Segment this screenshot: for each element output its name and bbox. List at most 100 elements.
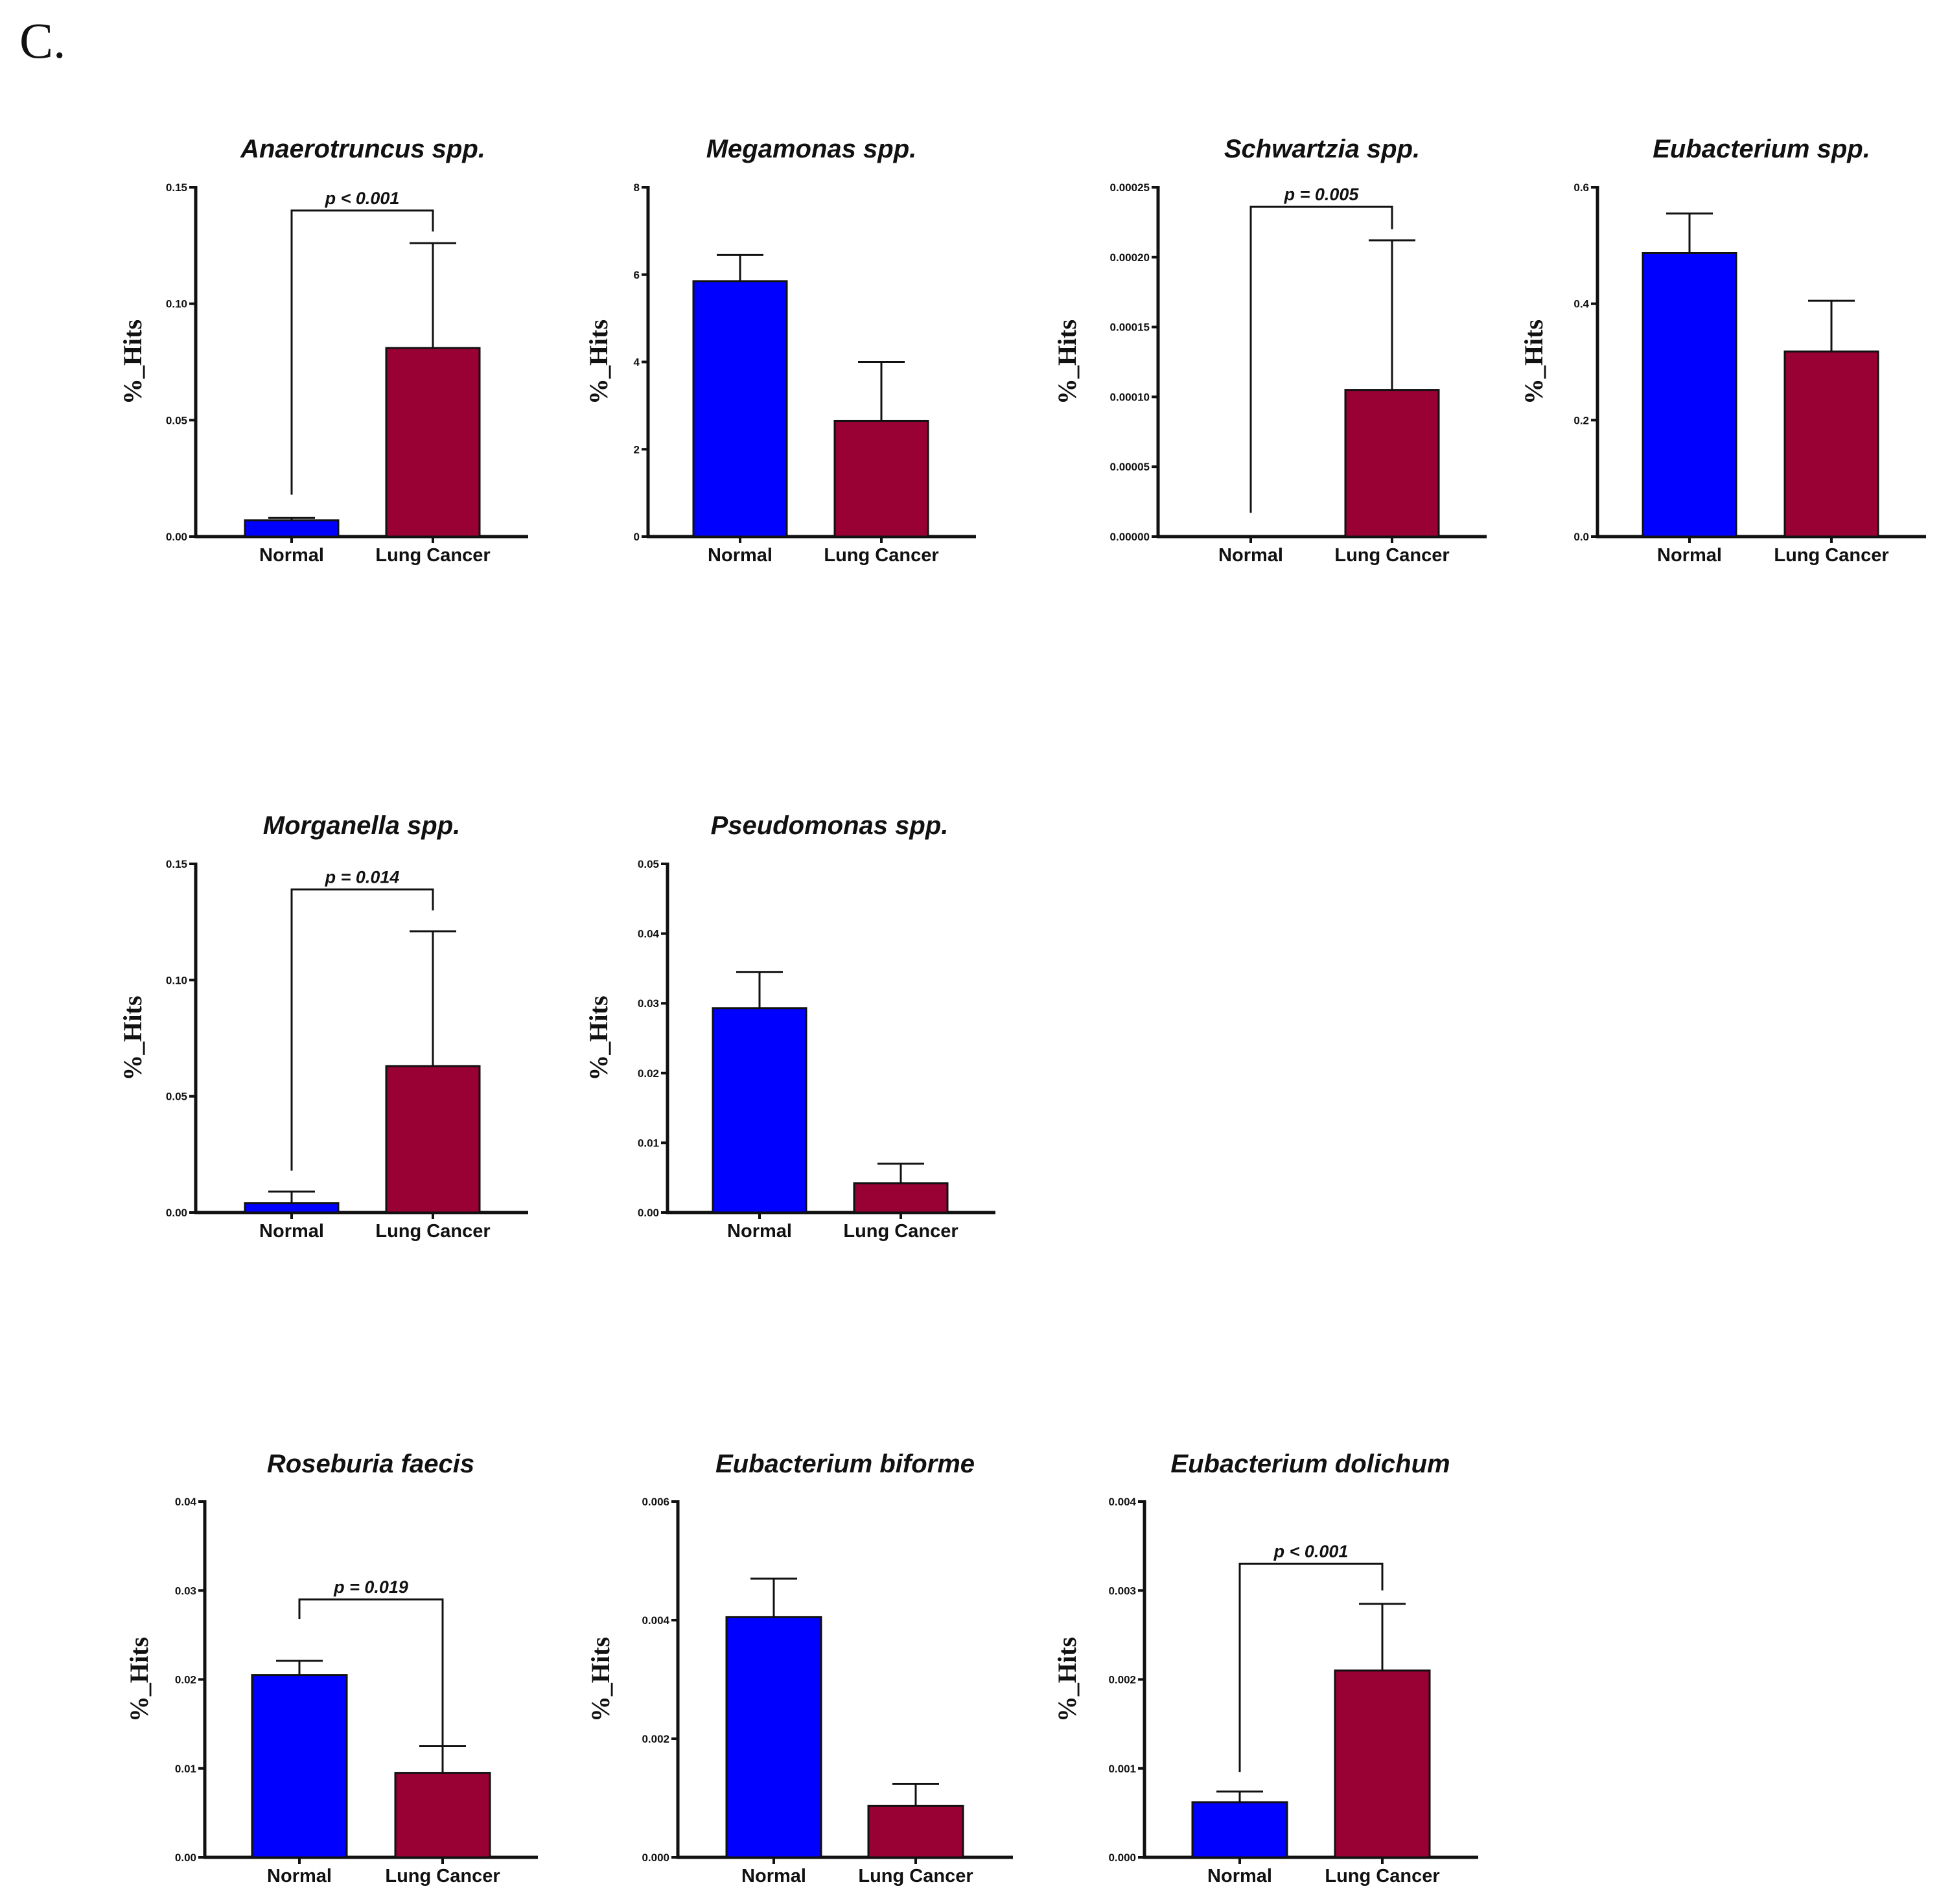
- y-tick-label: 0.003: [1108, 1585, 1136, 1597]
- bar-normal: [244, 1202, 340, 1214]
- y-tick-label: 0.02: [638, 1067, 659, 1080]
- y-axis-label: %_Hits: [1519, 319, 1548, 404]
- y-axis-label: %_Hits: [118, 319, 147, 404]
- y-tick-label: 0.10: [166, 298, 187, 310]
- y-tick-label: 0: [634, 531, 640, 543]
- y-tick-label: 0.001: [1108, 1763, 1136, 1775]
- chart-panel-3: Schwartzia spp. %_Hits 0.00000 0.00005 0.000…: [1052, 135, 1487, 566]
- y-axis-label: %_Hits: [124, 1637, 154, 1722]
- x-category-label: Lung Cancer: [375, 1221, 490, 1242]
- bar-normal: [1642, 252, 1737, 538]
- y-tick-label: 8: [634, 181, 640, 194]
- y-tick-label: 0.4: [1573, 298, 1589, 310]
- y-axis-label: %_Hits: [584, 995, 613, 1080]
- chart-title: Megamonas spp.: [706, 135, 917, 163]
- y-tick-label: 0.03: [175, 1585, 196, 1597]
- chart-title: Eubacterium biforme: [715, 1450, 975, 1478]
- chart-panel-5: Morganella spp. %_Hits 0.00 0.05 0.10 0.15 Nor…: [118, 811, 528, 1242]
- y-tick-label: 0.004: [642, 1614, 669, 1627]
- bar-normal: [244, 519, 340, 538]
- bar-lung-cancer: [833, 419, 929, 538]
- x-category-label: Lung Cancer: [843, 1221, 958, 1242]
- bar-lung-cancer: [867, 1804, 964, 1859]
- y-tick-label: 0.00025: [1110, 181, 1150, 194]
- x-category-label: Lung Cancer: [824, 545, 938, 566]
- significance-label: p = 0.019: [333, 1577, 408, 1597]
- bar-normal: [251, 1674, 348, 1859]
- x-category-label: Lung Cancer: [1334, 545, 1449, 566]
- y-tick-label: 0.01: [638, 1137, 659, 1149]
- x-category-label: Lung Cancer: [1774, 545, 1888, 566]
- chart-title: Schwartzia spp.: [1224, 135, 1420, 163]
- x-category-label: Normal: [708, 545, 772, 566]
- bar-lung-cancer: [853, 1182, 949, 1214]
- chart-panel-4: Eubacterium spp. %_Hits 0.0 0.2 0.4 0.6 Normal…: [1519, 135, 1926, 566]
- y-tick-label: 2: [634, 443, 640, 456]
- y-tick-label: 6: [634, 269, 640, 281]
- significance-label: p = 0.005: [1284, 185, 1360, 204]
- chart-title: Anaerotruncus spp.: [240, 135, 485, 163]
- y-tick-label: 0.00020: [1110, 251, 1150, 264]
- significance-label: p = 0.014: [325, 867, 400, 887]
- y-tick-label: 0.00005: [1110, 461, 1150, 473]
- bar-normal: [725, 1616, 822, 1859]
- y-tick-label: 0.00000: [1110, 531, 1150, 543]
- y-tick-label: 0.000: [1108, 1852, 1136, 1864]
- y-tick-label: 0.00015: [1110, 321, 1150, 334]
- significance-label: p < 0.001: [1273, 1542, 1349, 1561]
- x-category-label: Normal: [259, 1221, 324, 1242]
- y-tick-label: 4: [634, 356, 640, 369]
- y-tick-label: 0.002: [642, 1733, 669, 1745]
- y-axis-label: %_Hits: [1052, 1637, 1082, 1722]
- x-category-label: Normal: [267, 1866, 332, 1887]
- x-category-label: Lung Cancer: [858, 1866, 973, 1887]
- x-category-label: Normal: [1207, 1866, 1272, 1887]
- x-category-label: Lung Cancer: [385, 1866, 500, 1887]
- chart-title: Roseburia faecis: [267, 1450, 474, 1478]
- y-tick-label: 0.00: [175, 1852, 196, 1864]
- chart-panel-7: Roseburia faecis %_Hits 0.00 0.01 0.02 0.03 0.…: [124, 1450, 538, 1887]
- y-tick-label: 0.004: [1108, 1496, 1136, 1508]
- x-category-label: Normal: [741, 1866, 806, 1887]
- y-tick-label: 0.04: [638, 928, 660, 940]
- y-axis-label: %_Hits: [584, 319, 613, 404]
- bar-normal: [1191, 1801, 1288, 1859]
- y-tick-label: 0.05: [638, 858, 659, 870]
- y-tick-label: 0.00: [638, 1207, 659, 1219]
- y-tick-label: 0.6: [1573, 181, 1589, 194]
- bar-lung-cancer: [394, 1772, 491, 1859]
- chart-panel-8: Eubacterium biforme %_Hits 0.000 0.002 0.004…: [586, 1450, 1013, 1887]
- y-tick-label: 0.002: [1108, 1674, 1136, 1686]
- bar-lung-cancer: [385, 347, 481, 538]
- bar-lung-cancer: [1783, 350, 1879, 538]
- y-tick-label: 0.00: [166, 531, 187, 543]
- y-tick-label: 0.05: [166, 1091, 187, 1103]
- bar-normal: [692, 280, 788, 538]
- chart-panel-2: Megamonas spp. %_Hits 0 2 4 6 8 Normal Lung Canc…: [584, 135, 976, 566]
- y-tick-label: 0.01: [175, 1763, 196, 1775]
- y-tick-label: 0.000: [642, 1852, 669, 1864]
- chart-title: Pseudomonas spp.: [711, 811, 949, 840]
- chart-panel-9: Eubacterium dolichum %_Hits 0.000 0.001 0.00…: [1052, 1450, 1478, 1887]
- y-tick-label: 0.04: [175, 1496, 197, 1508]
- x-category-label: Normal: [727, 1221, 792, 1242]
- y-tick-label: 0.00010: [1110, 391, 1150, 403]
- x-category-label: Lung Cancer: [1325, 1866, 1439, 1887]
- chart-title: Morganella spp.: [263, 811, 461, 840]
- bar-normal: [712, 1007, 807, 1214]
- x-category-label: Normal: [1218, 545, 1283, 566]
- x-category-label: Lung Cancer: [375, 545, 490, 566]
- y-axis-label: %_Hits: [586, 1637, 615, 1722]
- y-axis-label: %_Hits: [1052, 319, 1082, 404]
- chart-title: Eubacterium dolichum: [1170, 1450, 1450, 1478]
- chart-panel-6: Pseudomonas spp. %_Hits 0.00 0.01 0.02 0.03 0.…: [584, 811, 995, 1242]
- significance-label: p < 0.001: [325, 189, 400, 208]
- y-axis-label: %_Hits: [118, 995, 147, 1080]
- significance-bracket: [290, 209, 434, 495]
- y-tick-label: 0.15: [166, 858, 187, 870]
- chart-title: Eubacterium spp.: [1653, 135, 1870, 163]
- significance-bracket: [298, 1598, 444, 1770]
- y-tick-label: 0.05: [166, 414, 187, 426]
- y-tick-label: 0.006: [642, 1496, 669, 1508]
